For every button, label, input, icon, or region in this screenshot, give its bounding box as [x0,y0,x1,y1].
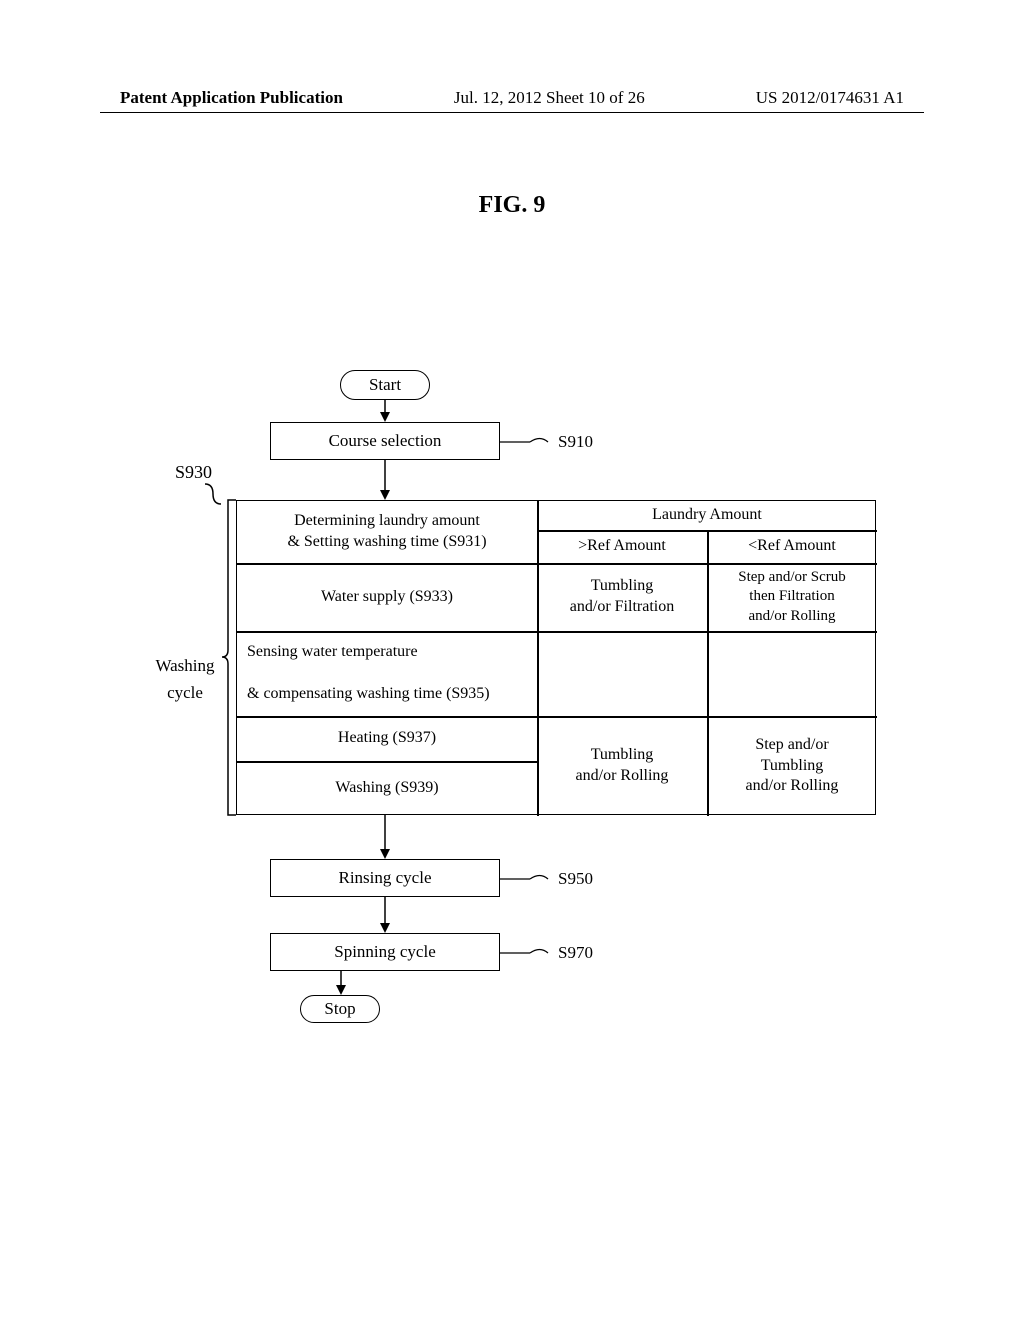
washing-cycle-bracket [222,500,236,815]
start-terminator: Start [340,370,430,400]
app-number: US 2012/0174631 A1 [756,88,904,108]
spinning-box: Spinning cycle [270,933,500,971]
header-rule [100,112,924,113]
rinsing-label: Rinsing cycle [338,868,431,888]
ref-s970-connector [500,952,560,954]
cell-s933: Water supply (S933) [237,563,537,631]
washing-cycle-side-label: Washing cycle [150,625,220,707]
cell-s931: Determining laundry amount & Setting was… [237,501,537,563]
figure-title: FIG. 9 [0,192,1024,219]
ref-s930: S930 [175,462,212,483]
arrow-spinning-to-stop [340,971,342,995]
arrow-course-to-table [384,460,386,500]
stop-terminator: Stop [300,995,380,1023]
cell-c2-r2: Tumbling and/or Rolling [537,716,707,816]
start-label: Start [369,375,401,395]
spinning-label: Spinning cycle [334,942,436,962]
cell-c3-r2: Step and/or Tumbling and/or Rolling [707,716,877,816]
cell-laundry-amount-header: Laundry Amount [537,501,877,530]
page-header: Patent Application Publication Jul. 12, … [0,88,1024,108]
rinsing-box: Rinsing cycle [270,859,500,897]
arrow-table-to-rinsing [384,815,386,859]
ref-s910-connector [500,441,560,443]
cell-lt-ref: <Ref Amount [707,530,877,563]
course-selection-box: Course selection [270,422,500,460]
stop-label: Stop [324,999,355,1019]
arrow-start-to-course [384,400,386,422]
ref-s950-connector [500,878,560,880]
ref-s910: S910 [558,432,593,452]
pub-label: Patent Application Publication [120,88,343,108]
date-sheet: Jul. 12, 2012 Sheet 10 of 26 [454,88,645,108]
hline-r-3 [537,631,877,633]
cell-c2-r1: Tumbling and/or Filtration [537,563,707,631]
cell-s937: Heating (S937) [237,716,537,761]
ref-s970: S970 [558,943,593,963]
cell-c3-r1: Step and/or Scrub then Filtration and/or… [707,563,877,631]
cell-gt-ref: >Ref Amount [537,530,707,563]
course-selection-label: Course selection [329,431,442,451]
washing-cycle-table: Determining laundry amount & Setting was… [236,500,876,815]
cell-s939: Washing (S939) [237,761,537,816]
ref-s950: S950 [558,869,593,889]
cell-s935: Sensing water temperature & compensating… [237,631,537,716]
arrow-rinsing-to-spinning [384,897,386,933]
